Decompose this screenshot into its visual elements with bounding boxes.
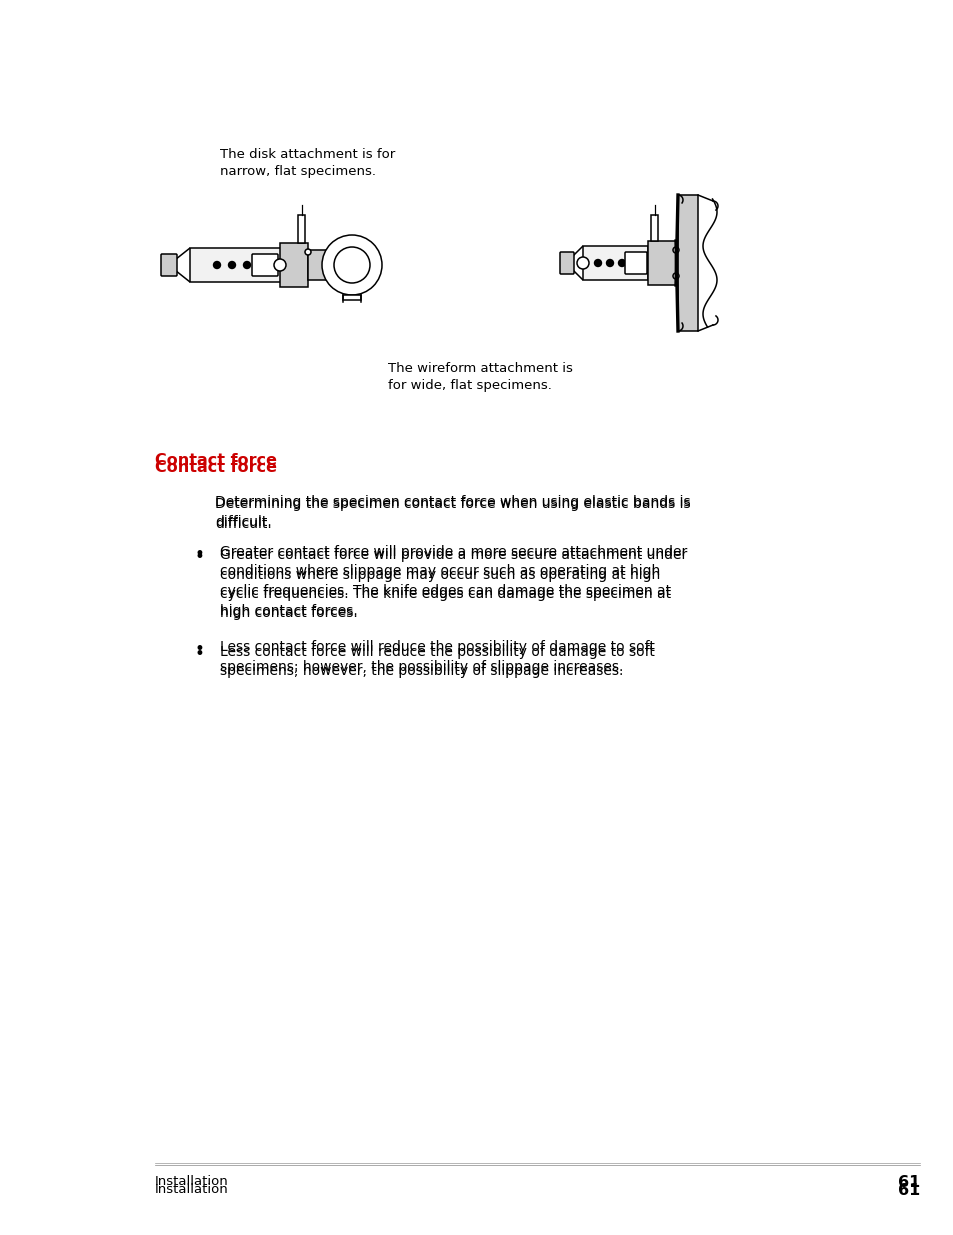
Circle shape	[243, 262, 251, 268]
Text: 61: 61	[897, 1183, 919, 1198]
Text: •: •	[194, 548, 205, 566]
Text: •: •	[194, 545, 205, 563]
Circle shape	[213, 262, 220, 268]
FancyBboxPatch shape	[252, 254, 277, 275]
Circle shape	[274, 259, 286, 270]
Bar	[582, 246, 647, 280]
Text: Installation: Installation	[154, 1183, 229, 1195]
Circle shape	[606, 259, 613, 267]
Text: Installation: Installation	[154, 1174, 229, 1188]
Circle shape	[322, 235, 381, 295]
Text: •: •	[194, 640, 205, 658]
Text: Greater contact force will provide a more secure attachment under
conditions whe: Greater contact force will provide a mor…	[220, 548, 686, 620]
FancyBboxPatch shape	[624, 252, 646, 274]
Circle shape	[618, 259, 625, 267]
Bar	[280, 243, 308, 287]
Circle shape	[577, 257, 588, 269]
Bar	[647, 241, 676, 285]
Text: Contact force: Contact force	[154, 453, 276, 468]
Bar	[298, 215, 305, 243]
Bar	[190, 248, 285, 282]
Circle shape	[594, 259, 601, 267]
Text: Determining the specimen contact force when using elastic bands is
difficult.: Determining the specimen contact force w…	[214, 496, 690, 531]
Text: Less contact force will reduce the possibility of damage to soft
specimens; howe: Less contact force will reduce the possi…	[220, 640, 654, 673]
Text: •: •	[194, 645, 205, 663]
Circle shape	[334, 247, 370, 283]
Bar	[343, 295, 360, 300]
Text: Determining the specimen contact force when using elastic bands is
difficult.: Determining the specimen contact force w…	[214, 495, 690, 529]
Text: 61: 61	[897, 1174, 919, 1191]
Circle shape	[672, 247, 679, 253]
Text: The wireform attachment is
for wide, flat specimens.: The wireform attachment is for wide, fla…	[388, 362, 572, 391]
Bar	[678, 195, 698, 331]
Text: The disk attachment is for
narrow, flat specimens.: The disk attachment is for narrow, flat …	[220, 148, 395, 178]
Circle shape	[305, 249, 311, 254]
Text: Less contact force will reduce the possibility of damage to soft
specimens; howe: Less contact force will reduce the possi…	[220, 645, 654, 678]
Bar	[308, 249, 332, 280]
Circle shape	[672, 273, 679, 279]
Bar	[651, 215, 658, 241]
FancyBboxPatch shape	[161, 254, 177, 275]
Text: Contact force: Contact force	[154, 459, 276, 475]
FancyBboxPatch shape	[559, 252, 574, 274]
Text: Greater contact force will provide a more secure attachment under
conditions whe: Greater contact force will provide a mor…	[220, 545, 686, 618]
Circle shape	[229, 262, 235, 268]
